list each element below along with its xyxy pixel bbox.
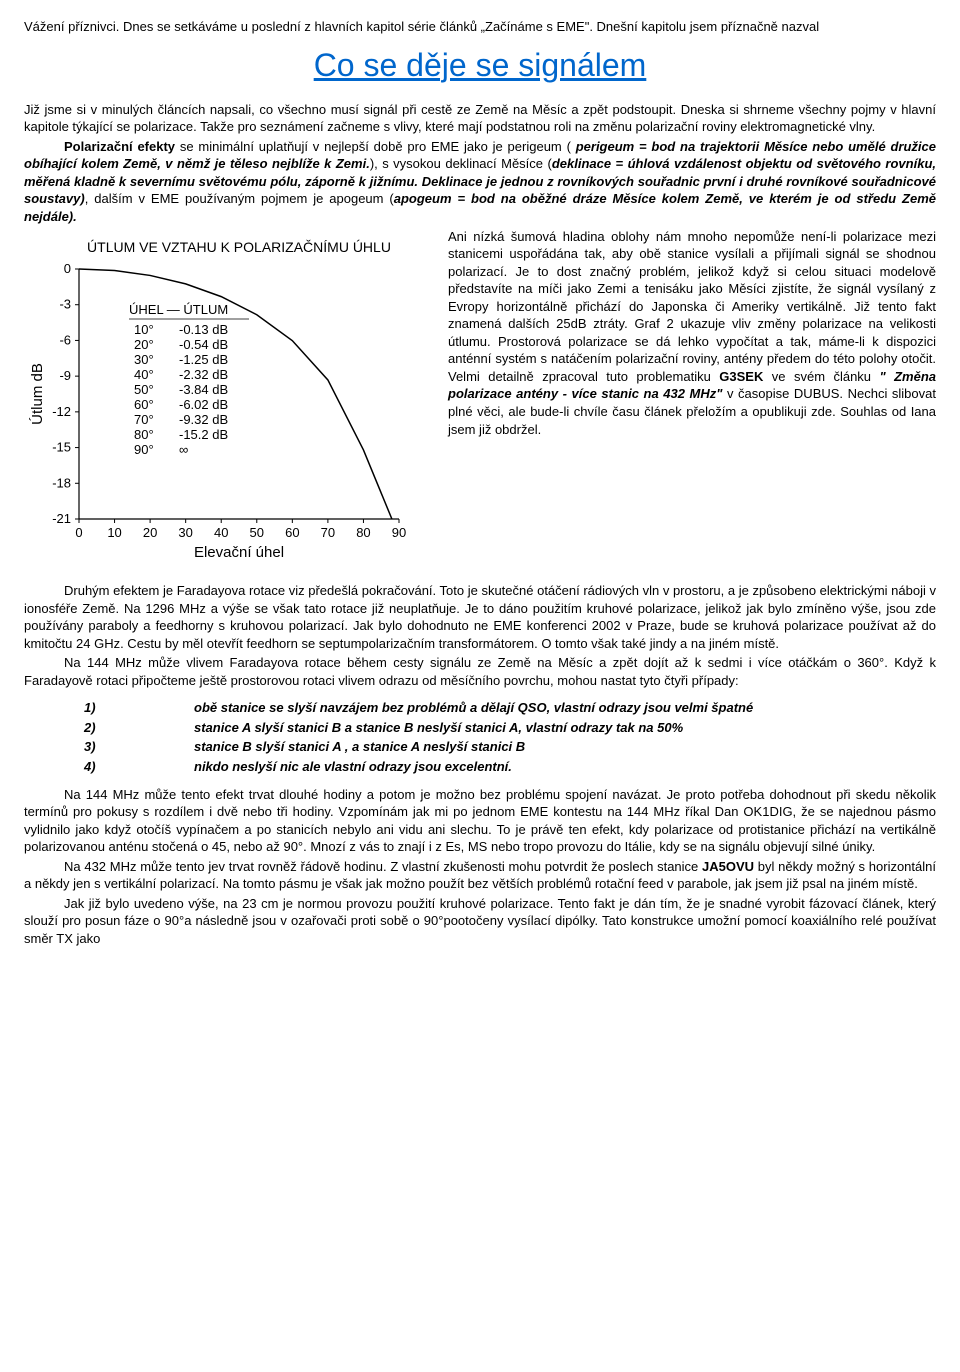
case-text: nikdo neslyší nic ale vlastní odrazy jso…: [194, 758, 512, 776]
svg-text:Útlum dB: Útlum dB: [29, 363, 46, 425]
svg-text:Elevační úhel: Elevační úhel: [194, 544, 284, 561]
svg-text:0: 0: [75, 525, 82, 540]
text-span: Na 432 MHz může tento jev trvat rovněž ř…: [64, 859, 702, 874]
svg-text:20: 20: [143, 525, 157, 540]
svg-text:-0.13 dB: -0.13 dB: [179, 322, 228, 337]
svg-text:-6.02 dB: -6.02 dB: [179, 397, 228, 412]
svg-text:-9.32 dB: -9.32 dB: [179, 412, 228, 427]
svg-text:-18: -18: [52, 475, 71, 490]
svg-text:-12: -12: [52, 403, 71, 418]
svg-text:-0.54 dB: -0.54 dB: [179, 337, 228, 352]
svg-text:ÚHEL — ÚTLUM: ÚHEL — ÚTLUM: [129, 302, 228, 317]
svg-text:30: 30: [178, 525, 192, 540]
intro-paragraph-2b: Polarizační efekty se minimální uplatňuj…: [24, 138, 936, 226]
svg-text:10°: 10°: [134, 322, 154, 337]
svg-text:-3.84 dB: -3.84 dB: [179, 382, 228, 397]
svg-text:80°: 80°: [134, 427, 154, 442]
svg-text:0: 0: [64, 261, 71, 276]
svg-text:∞: ∞: [179, 442, 188, 457]
svg-text:70°: 70°: [134, 412, 154, 427]
svg-text:30°: 30°: [134, 352, 154, 367]
svg-text:-9: -9: [59, 368, 71, 383]
tail-paragraph-1: Na 144 MHz může tento efekt trvat dlouhé…: [24, 786, 936, 856]
term-polarizacni-efekty: Polarizační efekty: [64, 139, 175, 154]
tail-paragraph-2: Na 432 MHz může tento jev trvat rovněž ř…: [24, 858, 936, 893]
svg-text:-21: -21: [52, 511, 71, 526]
svg-text:10: 10: [107, 525, 121, 540]
svg-text:-15.2 dB: -15.2 dB: [179, 427, 228, 442]
svg-text:-3: -3: [59, 296, 71, 311]
svg-text:70: 70: [321, 525, 335, 540]
cases-list: 1)obě stanice se slyší navzájem bez prob…: [84, 699, 936, 775]
svg-text:-2.32 dB: -2.32 dB: [179, 367, 228, 382]
tail-paragraph-3: Jak již bylo uvedeno výše, na 23 cm je n…: [24, 895, 936, 948]
svg-text:80: 80: [356, 525, 370, 540]
text-span: Ani nízká šumová hladina oblohy nám mnoh…: [448, 229, 936, 384]
svg-text:90°: 90°: [134, 442, 154, 457]
svg-text:90: 90: [392, 525, 406, 540]
svg-text:60: 60: [285, 525, 299, 540]
attenuation-chart: ÚTLUM VE VZTAHU K POLARIZAČNÍMU ÚHLU 0 -3 -…: [24, 234, 434, 579]
svg-text:-6: -6: [59, 332, 71, 347]
callsign-g3sek: G3SEK: [719, 369, 763, 384]
faraday-144-paragraph: Na 144 MHz může vlivem Faradayova rotace…: [24, 654, 936, 689]
svg-text:50: 50: [250, 525, 264, 540]
svg-text:-1.25 dB: -1.25 dB: [179, 352, 228, 367]
case-text: obě stanice se slyší navzájem bez problé…: [194, 699, 753, 717]
case-text: stanice A slyší stanici B a stanice B ne…: [194, 719, 683, 737]
text-span: ), s vysokou deklinací Měsíce (: [370, 156, 552, 171]
list-item: 3)stanice B slyší stanici A , a stanice …: [84, 738, 936, 756]
case-text: stanice B slyší stanici A , a stanice A …: [194, 738, 525, 756]
text-span: se minimální uplatňují v nejlepší době p…: [175, 139, 571, 154]
callsign-ja5ovu: JA5OVU: [702, 859, 754, 874]
svg-text:20°: 20°: [134, 337, 154, 352]
svg-text:ÚTLUM VE VZTAHU K POLARIZAČNÍM: ÚTLUM VE VZTAHU K POLARIZAČNÍMU ÚHLU: [87, 239, 391, 255]
faraday-paragraph: Druhým efektem je Faradayova rotace viz …: [24, 582, 936, 652]
list-item: 4)nikdo neslyší nic ale vlastní odrazy j…: [84, 758, 936, 776]
list-item: 2)stanice A slyší stanici B a stanice B …: [84, 719, 936, 737]
svg-text:60°: 60°: [134, 397, 154, 412]
intro-paragraph-2a: Již jsme si v minulých článcích napsali,…: [24, 101, 936, 136]
list-item: 1)obě stanice se slyší navzájem bez prob…: [84, 699, 936, 717]
svg-text:40: 40: [214, 525, 228, 540]
text-span: , dalším v EME používaným pojmem je apog…: [85, 191, 394, 206]
page-title: Co se děje se signálem: [24, 44, 936, 87]
intro-paragraph-1: Vážení příznivci. Dnes se setkáváme u po…: [24, 18, 936, 36]
text-span: ve svém článku: [763, 369, 879, 384]
svg-text:-15: -15: [52, 439, 71, 454]
svg-text:50°: 50°: [134, 382, 154, 397]
svg-text:40°: 40°: [134, 367, 154, 382]
